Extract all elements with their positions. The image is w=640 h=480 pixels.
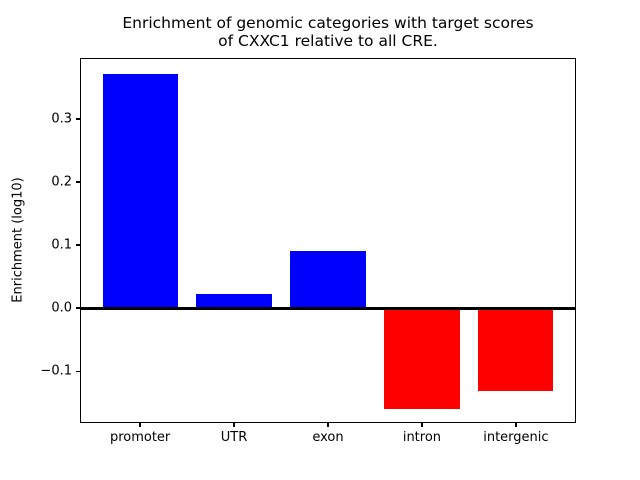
x-tick-mark <box>515 423 517 427</box>
y-tick-label: 0.1 <box>51 237 72 253</box>
y-axis-label: Enrichment (log10) <box>10 177 26 303</box>
y-tick-mark <box>76 307 80 310</box>
x-tick-label-intergenic: intergenic <box>483 430 549 445</box>
chart-title: Enrichment of genomic categories with ta… <box>122 14 534 51</box>
y-tick-label: 0.2 <box>51 174 72 190</box>
x-tick-mark <box>233 423 235 427</box>
plot-area: −0.1 0.0 0.1 0.2 0.3 promoter UTR exon intron int… <box>40 58 576 445</box>
bar-UTR <box>196 294 272 309</box>
x-tick-label-UTR: UTR <box>220 430 248 445</box>
y-tick-mark <box>76 244 80 247</box>
y-tick-label: 0.0 <box>51 300 72 316</box>
zero-line <box>80 306 576 310</box>
x-tick-label-promoter: promoter <box>109 430 171 445</box>
x-tick-mark <box>421 423 423 427</box>
x-tick-mark <box>139 423 141 427</box>
bar-intron <box>384 308 460 410</box>
y-tick-label: 0.3 <box>51 111 72 127</box>
x-tick-mark <box>327 423 329 427</box>
bar-exon <box>290 250 366 309</box>
bar-intergenic <box>478 308 554 391</box>
y-tick-mark <box>76 118 80 120</box>
y-tick-mark <box>76 181 80 183</box>
bar-promoter <box>102 73 178 309</box>
x-tick-label-intron: intron <box>402 430 442 445</box>
y-tick-mark <box>76 370 80 373</box>
bars-layer <box>80 58 576 423</box>
x-tick-label-exon: exon <box>312 430 344 445</box>
y-tick-label: −0.1 <box>40 363 72 379</box>
